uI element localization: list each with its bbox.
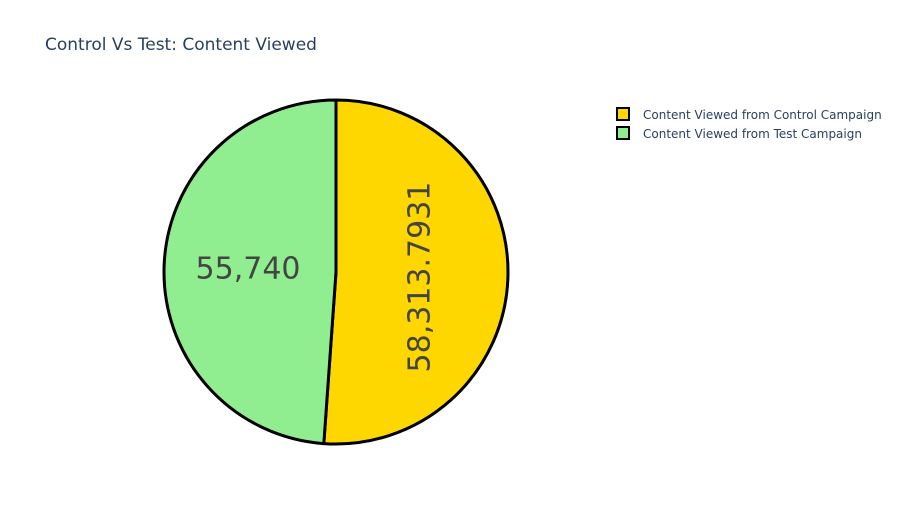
legend-item-test[interactable]: Content Viewed from Test Campaign xyxy=(616,126,862,141)
legend-label-test: Content Viewed from Test Campaign xyxy=(643,127,862,141)
legend-label-control: Content Viewed from Control Campaign xyxy=(643,108,882,122)
slice-labels: 58,313.7931 55,740 xyxy=(196,182,438,373)
slice-label-test: 55,740 xyxy=(196,251,301,286)
slice-label-control: 58,313.7931 xyxy=(402,182,437,373)
pie-slice-control[interactable] xyxy=(322,98,510,446)
legend-swatch-control xyxy=(616,107,630,121)
legend: Content Viewed from Control Campaign Con… xyxy=(616,107,882,141)
legend-swatch-test xyxy=(616,126,630,140)
pie-slices xyxy=(162,98,510,446)
legend-item-control[interactable]: Content Viewed from Control Campaign xyxy=(616,107,882,122)
chart-title: Control Vs Test: Content Viewed xyxy=(45,35,317,55)
pie-slice-test[interactable] xyxy=(162,98,338,446)
